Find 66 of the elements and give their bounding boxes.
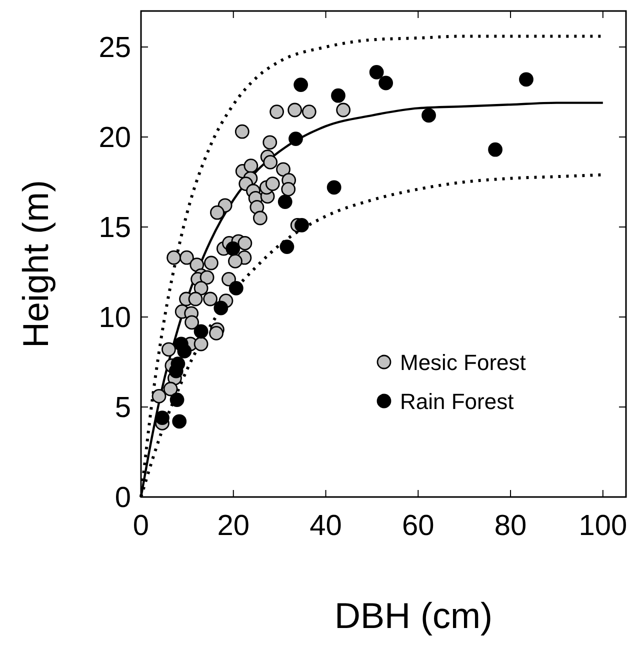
point — [228, 254, 242, 268]
point — [170, 356, 186, 371]
x-tick-label: 60 — [402, 510, 434, 542]
point — [163, 382, 178, 396]
point — [180, 250, 194, 265]
point — [369, 65, 384, 80]
point — [166, 250, 181, 265]
point — [234, 124, 250, 139]
point — [252, 210, 268, 226]
point — [194, 336, 208, 352]
x-tick-label: 100 — [578, 510, 628, 542]
point — [331, 88, 346, 103]
legend-label: Rain Forest — [400, 389, 514, 414]
point — [288, 132, 303, 146]
point — [222, 272, 236, 286]
x-tick-label: 40 — [310, 510, 342, 542]
point — [209, 326, 224, 340]
point — [238, 236, 252, 250]
point — [204, 256, 218, 270]
point — [265, 176, 280, 191]
point — [302, 104, 316, 119]
point — [228, 281, 244, 296]
point — [280, 240, 294, 254]
point — [194, 324, 208, 339]
x-tick-label: 20 — [217, 510, 250, 542]
point — [214, 300, 228, 316]
point — [226, 241, 240, 256]
point — [378, 76, 394, 90]
point — [190, 258, 204, 272]
point — [162, 342, 176, 357]
point — [244, 158, 258, 173]
point — [210, 205, 224, 220]
x-tick-label: 80 — [494, 510, 527, 542]
y-tick-label: 10 — [98, 302, 131, 334]
point — [519, 72, 534, 87]
point — [281, 182, 296, 196]
y-tick-label: 15 — [98, 212, 131, 244]
point — [270, 104, 284, 119]
point — [155, 410, 170, 425]
point — [278, 194, 292, 209]
point — [294, 218, 309, 232]
point — [326, 180, 342, 195]
point — [288, 102, 302, 118]
point — [276, 162, 290, 177]
point — [172, 414, 187, 429]
y-tick-label: 25 — [98, 32, 131, 64]
point — [422, 108, 436, 123]
point — [294, 78, 308, 92]
point — [194, 281, 208, 296]
point — [174, 336, 188, 352]
point — [262, 135, 278, 150]
point — [184, 315, 200, 330]
y-tick-label: 20 — [98, 122, 131, 154]
point — [170, 392, 184, 407]
point — [188, 292, 203, 306]
point — [263, 155, 278, 170]
point — [336, 102, 351, 118]
point — [488, 142, 502, 157]
y-axis-title: Height (m) — [15, 180, 56, 348]
y-tick-label: 0 — [114, 482, 131, 514]
y-tick-label: 5 — [114, 392, 131, 424]
legend-label: Mesic Forest — [400, 350, 526, 375]
point — [203, 292, 218, 306]
point — [200, 270, 214, 285]
point — [152, 389, 166, 404]
x-axis-title: DBH (cm) — [334, 595, 492, 636]
